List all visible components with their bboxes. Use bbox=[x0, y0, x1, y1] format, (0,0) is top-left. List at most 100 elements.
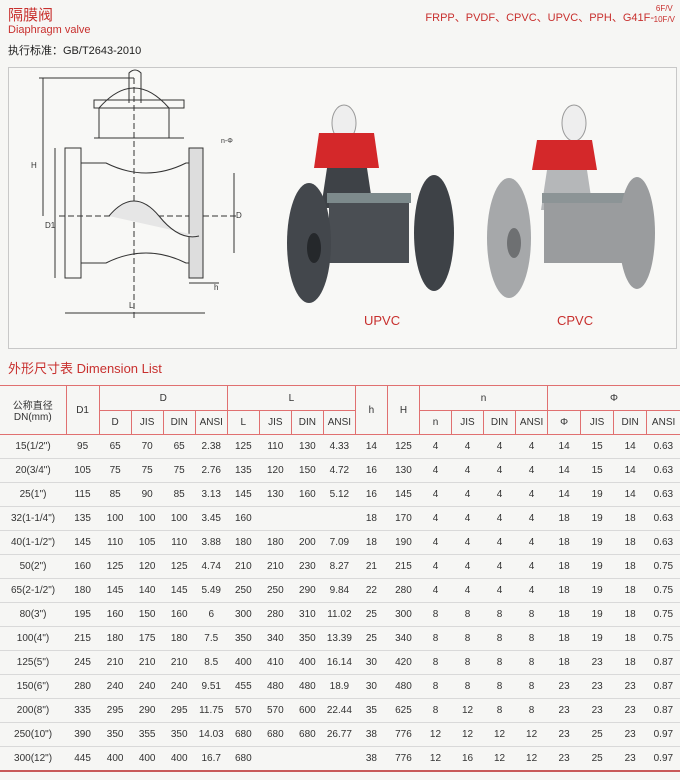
table-cell: 310 bbox=[291, 602, 324, 627]
table-cell: 50(2") bbox=[0, 554, 67, 579]
table-cell: 0.75 bbox=[646, 602, 680, 627]
subheader: L bbox=[226, 410, 260, 435]
table-cell: 18 bbox=[547, 506, 581, 531]
subheader: DIN bbox=[162, 410, 196, 435]
table-cell: 38 bbox=[355, 746, 388, 772]
table-row: 20(3/4") 105 75 75 75 2.76 135 120 150 4.72 16 130 4… bbox=[0, 458, 680, 483]
table-cell: 390 bbox=[66, 722, 100, 747]
table-cell: 14 bbox=[547, 458, 581, 483]
table-cell: 130 bbox=[387, 458, 420, 483]
table-cell: 15 bbox=[580, 434, 614, 459]
table-cell: 70 bbox=[131, 434, 164, 459]
table-cell: 125 bbox=[387, 434, 420, 459]
table-cell: 22.44 bbox=[323, 698, 356, 723]
cpvc-valve-image bbox=[487, 104, 655, 298]
table-cell: 12 bbox=[483, 722, 516, 747]
table-cell: 4 bbox=[515, 458, 548, 483]
table-cell: 14 bbox=[355, 434, 388, 459]
label-H: H bbox=[31, 161, 37, 170]
subheader: JIS bbox=[450, 410, 485, 435]
table-cell: 23 bbox=[613, 674, 647, 699]
table-cell: 350 bbox=[163, 722, 196, 747]
table-cell: 18 bbox=[547, 530, 581, 555]
table-cell: 23 bbox=[547, 746, 581, 772]
table-cell: 25 bbox=[355, 602, 388, 627]
table-cell: 11.75 bbox=[195, 698, 228, 723]
table-cell: 210 bbox=[163, 650, 196, 675]
table-cell: 18 bbox=[613, 554, 647, 579]
label-D1: D1 bbox=[45, 221, 56, 230]
label-L: L bbox=[129, 301, 134, 310]
table-row: 40(1-1/2") 145 110 105 110 3.88 180 180 200 7.09 1… bbox=[0, 530, 680, 555]
subheader: ANSI bbox=[646, 410, 680, 435]
header-l: L bbox=[226, 385, 356, 411]
table-cell: 18.9 bbox=[323, 674, 356, 699]
table-cell bbox=[323, 506, 356, 531]
table-cell: 280 bbox=[66, 674, 100, 699]
table-cell: 230 bbox=[291, 554, 324, 579]
table-cell: 680 bbox=[291, 722, 324, 747]
table-cell: 400 bbox=[99, 746, 132, 772]
table-cell: 23 bbox=[613, 746, 647, 772]
table-cell: 120 bbox=[259, 458, 292, 483]
table-cell: 400 bbox=[131, 746, 164, 772]
table-cell: 16.14 bbox=[323, 650, 356, 675]
table-cell: 680 bbox=[259, 722, 292, 747]
table-cell: 90 bbox=[131, 482, 164, 507]
table-cell: 335 bbox=[66, 698, 100, 723]
table-cell: 140 bbox=[131, 578, 164, 603]
table-cell bbox=[259, 746, 292, 772]
title-en: Diaphragm valve bbox=[8, 24, 91, 36]
table-cell: 12 bbox=[451, 722, 484, 747]
table-cell: 180 bbox=[99, 626, 132, 651]
table-cell: 8 bbox=[419, 650, 452, 675]
table-row: 200(8") 335 295 290 295 11.75 570 570 600 22.44 35… bbox=[0, 698, 680, 723]
table-cell: 125 bbox=[99, 554, 132, 579]
table-cell: 4 bbox=[483, 434, 516, 459]
table-row: 32(1-1/4") 135 100 100 100 3.45 160 18 170 4 4 4 4 18… bbox=[0, 506, 680, 531]
table-row: 65(2-1/2") 180 145 140 145 5.49 250 250 290 9.84 2… bbox=[0, 578, 680, 603]
table-cell: 245 bbox=[66, 650, 100, 675]
label-h: h bbox=[214, 283, 218, 292]
table-cell: 23 bbox=[613, 698, 647, 723]
table-cell: 145 bbox=[163, 578, 196, 603]
table-cell: 4 bbox=[451, 530, 484, 555]
table-cell: 105 bbox=[66, 458, 100, 483]
table-cell: 195 bbox=[66, 602, 100, 627]
table-cell: 680 bbox=[227, 746, 260, 772]
subheader: Φ bbox=[547, 410, 582, 435]
table-cell: 455 bbox=[227, 674, 260, 699]
table-cell: 100(4") bbox=[0, 626, 67, 651]
table-cell: 420 bbox=[387, 650, 420, 675]
table-cell: 19 bbox=[580, 602, 614, 627]
table-row: 125(5") 245 210 210 210 8.5 400 410 400 16.14 30 42… bbox=[0, 650, 680, 675]
table-cell: 0.63 bbox=[646, 506, 680, 531]
table-cell: 100 bbox=[131, 506, 164, 531]
table-cell: 100 bbox=[99, 506, 132, 531]
table-cell: 8 bbox=[483, 626, 516, 651]
table-cell: 8.27 bbox=[323, 554, 356, 579]
cpvc-label: CPVC bbox=[557, 313, 594, 328]
table-cell: 240 bbox=[131, 674, 164, 699]
table-cell: 150 bbox=[131, 602, 164, 627]
table-row: 80(3") 195 160 150 160 6 300 280 310 11.02 25 300 8 8… bbox=[0, 602, 680, 627]
subheader: JIS bbox=[258, 410, 292, 435]
subheader: JIS bbox=[580, 410, 615, 435]
table-cell: 85 bbox=[163, 482, 196, 507]
table-cell: 40(1-1/2") bbox=[0, 530, 67, 555]
table-cell: 240 bbox=[163, 674, 196, 699]
table-cell: 9.51 bbox=[195, 674, 228, 699]
table-cell: 210 bbox=[131, 650, 164, 675]
table-cell: 160 bbox=[99, 602, 132, 627]
header-h-small: h bbox=[354, 385, 388, 435]
table-cell: 18 bbox=[613, 578, 647, 603]
table-cell: 4 bbox=[483, 530, 516, 555]
table-cell: 9.84 bbox=[323, 578, 356, 603]
table-cell: 65 bbox=[99, 434, 132, 459]
table-cell: 350 bbox=[99, 722, 132, 747]
table-cell: 4 bbox=[419, 578, 452, 603]
table-cell: 0.75 bbox=[646, 626, 680, 651]
title-cn: 隔膜阀 bbox=[8, 7, 54, 24]
table-cell: 21 bbox=[355, 554, 388, 579]
